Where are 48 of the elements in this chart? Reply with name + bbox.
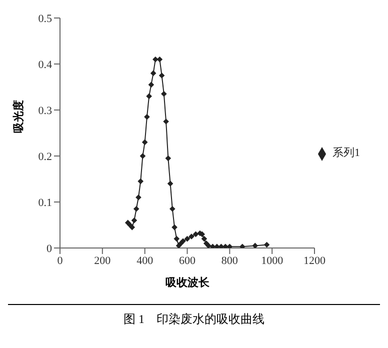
x-tick-label: 800	[221, 254, 238, 267]
x-tick-label: 1200	[304, 254, 326, 267]
point	[142, 140, 148, 145]
point	[214, 244, 220, 248]
point	[180, 238, 186, 244]
x-tick-label: 200	[94, 254, 112, 267]
y-tick-label: 0.3	[38, 104, 52, 117]
point	[161, 91, 167, 97]
point	[184, 236, 190, 242]
point	[140, 153, 146, 159]
y-tick-label: 0.2	[38, 150, 52, 163]
y-tick-label: 0.4	[38, 58, 52, 71]
point	[129, 224, 135, 230]
point	[210, 244, 216, 248]
y-tick-label: 0	[46, 242, 52, 255]
point	[206, 243, 212, 248]
point	[146, 94, 152, 99]
point	[136, 194, 142, 200]
point	[163, 118, 169, 124]
point	[168, 180, 173, 186]
y-tick-label: 0.1	[38, 196, 52, 209]
caption: 图 1 印染废水的吸收曲线	[8, 304, 380, 328]
point	[150, 70, 156, 76]
x-tick-label: 1000	[261, 254, 284, 267]
point	[172, 224, 178, 230]
y-axis-title: 吸光度	[12, 100, 25, 133]
point	[240, 244, 246, 248]
y-tick-label: 0.5	[38, 12, 52, 25]
point	[159, 72, 164, 78]
point	[134, 206, 140, 212]
point	[193, 232, 198, 237]
point	[264, 242, 270, 248]
x-tick-label: 400	[136, 254, 154, 267]
point	[170, 206, 176, 212]
point	[165, 156, 171, 161]
point	[188, 234, 194, 240]
point	[152, 56, 158, 62]
point	[174, 236, 180, 242]
legend-label: 系列1	[332, 147, 360, 160]
point	[148, 82, 154, 88]
point	[138, 178, 144, 184]
point	[252, 243, 258, 248]
point	[144, 114, 150, 120]
x-axis-title: 吸收波长	[165, 276, 210, 289]
point	[132, 218, 137, 224]
x-tick-label: 600	[179, 254, 196, 267]
point	[202, 236, 207, 242]
x-tick-label: 0	[57, 254, 64, 267]
